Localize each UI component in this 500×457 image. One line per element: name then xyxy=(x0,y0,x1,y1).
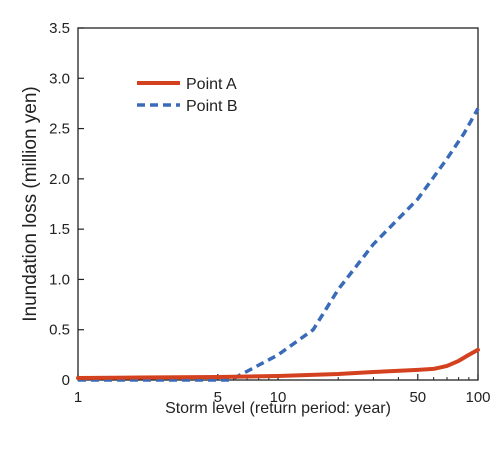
y-tick-label: 3.5 xyxy=(49,20,70,37)
series-line-point-a xyxy=(76,347,480,380)
legend-label: Point A xyxy=(186,76,237,93)
legend: Point A Point B xyxy=(137,76,238,115)
y-tick-label: 0 xyxy=(62,372,70,389)
y-axis-ticks: 0 0.5 1.0 1.5 2.0 2.5 3.0 3.5 xyxy=(49,20,84,389)
y-tick-label: 3.0 xyxy=(49,70,70,87)
x-tick-label: 100 xyxy=(465,389,490,406)
y-tick-label: 1.0 xyxy=(49,271,70,288)
series-layer xyxy=(76,107,480,382)
x-tick-label: 50 xyxy=(409,389,426,406)
y-axis-title: Inundation loss (million yen) xyxy=(20,86,41,322)
y-tick-label: 2.5 xyxy=(49,121,70,138)
x-axis-title: Storm level (return period: year) xyxy=(165,400,391,417)
y-tick-label: 1.5 xyxy=(49,221,70,238)
plot-frame xyxy=(77,27,479,381)
series-line-point-b xyxy=(78,107,480,382)
y-tick-label: 2.0 xyxy=(49,171,70,188)
x-tick-label: 10 xyxy=(270,389,287,406)
x-tick-label: 1 xyxy=(74,389,82,406)
legend-label: Point B xyxy=(186,98,238,115)
y-tick-label: 0.5 xyxy=(49,322,70,339)
x-tick-label: 5 xyxy=(214,389,222,406)
